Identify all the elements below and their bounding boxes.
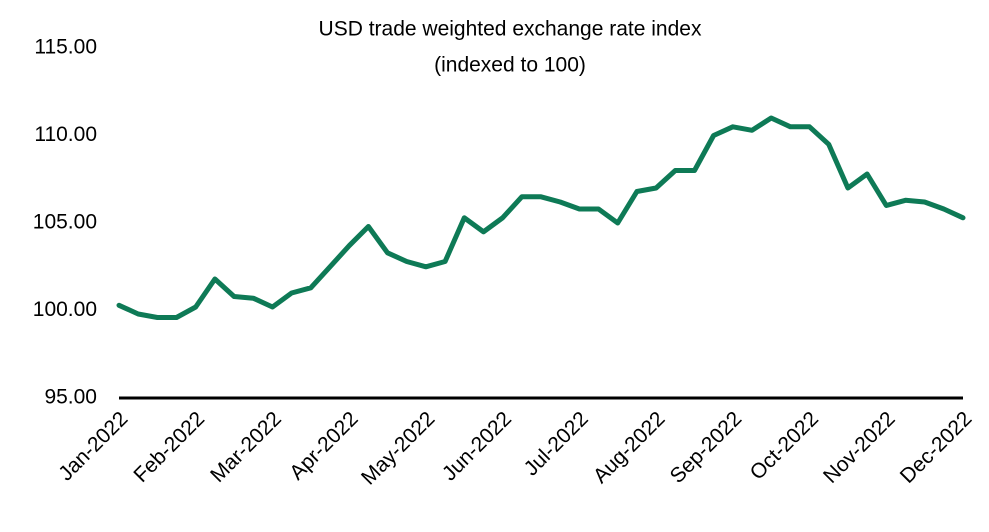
y-tick-label: 95.00 bbox=[44, 386, 97, 409]
x-tick-label: Apr-2022 bbox=[285, 407, 362, 484]
data-line bbox=[116, 115, 966, 320]
y-tick-label: 110.00 bbox=[34, 123, 97, 146]
x-tick-label: Nov-2022 bbox=[819, 407, 900, 488]
chart-title: USD trade weighted exchange rate index bbox=[319, 18, 702, 41]
chart-subtitle: (indexed to 100) bbox=[434, 54, 586, 77]
x-tick-label: Jun-2022 bbox=[438, 407, 516, 485]
x-tick-label: Sep-2022 bbox=[666, 407, 747, 488]
y-tick-label: 100.00 bbox=[33, 298, 97, 321]
x-tick-label: Mar-2022 bbox=[206, 407, 286, 487]
x-tick-label: Jul-2022 bbox=[520, 407, 593, 480]
x-tick-label: May-2022 bbox=[357, 407, 439, 489]
y-tick-label: 105.00 bbox=[33, 211, 97, 234]
y-tick-label: 115.00 bbox=[34, 36, 97, 59]
x-tick-label: Oct-2022 bbox=[746, 407, 823, 484]
x-tick-label: Dec-2022 bbox=[896, 407, 977, 488]
x-tick-label: Jan-2022 bbox=[54, 407, 132, 485]
x-tick-label: Aug-2022 bbox=[589, 407, 670, 488]
x-tick-label: Feb-2022 bbox=[129, 407, 209, 487]
